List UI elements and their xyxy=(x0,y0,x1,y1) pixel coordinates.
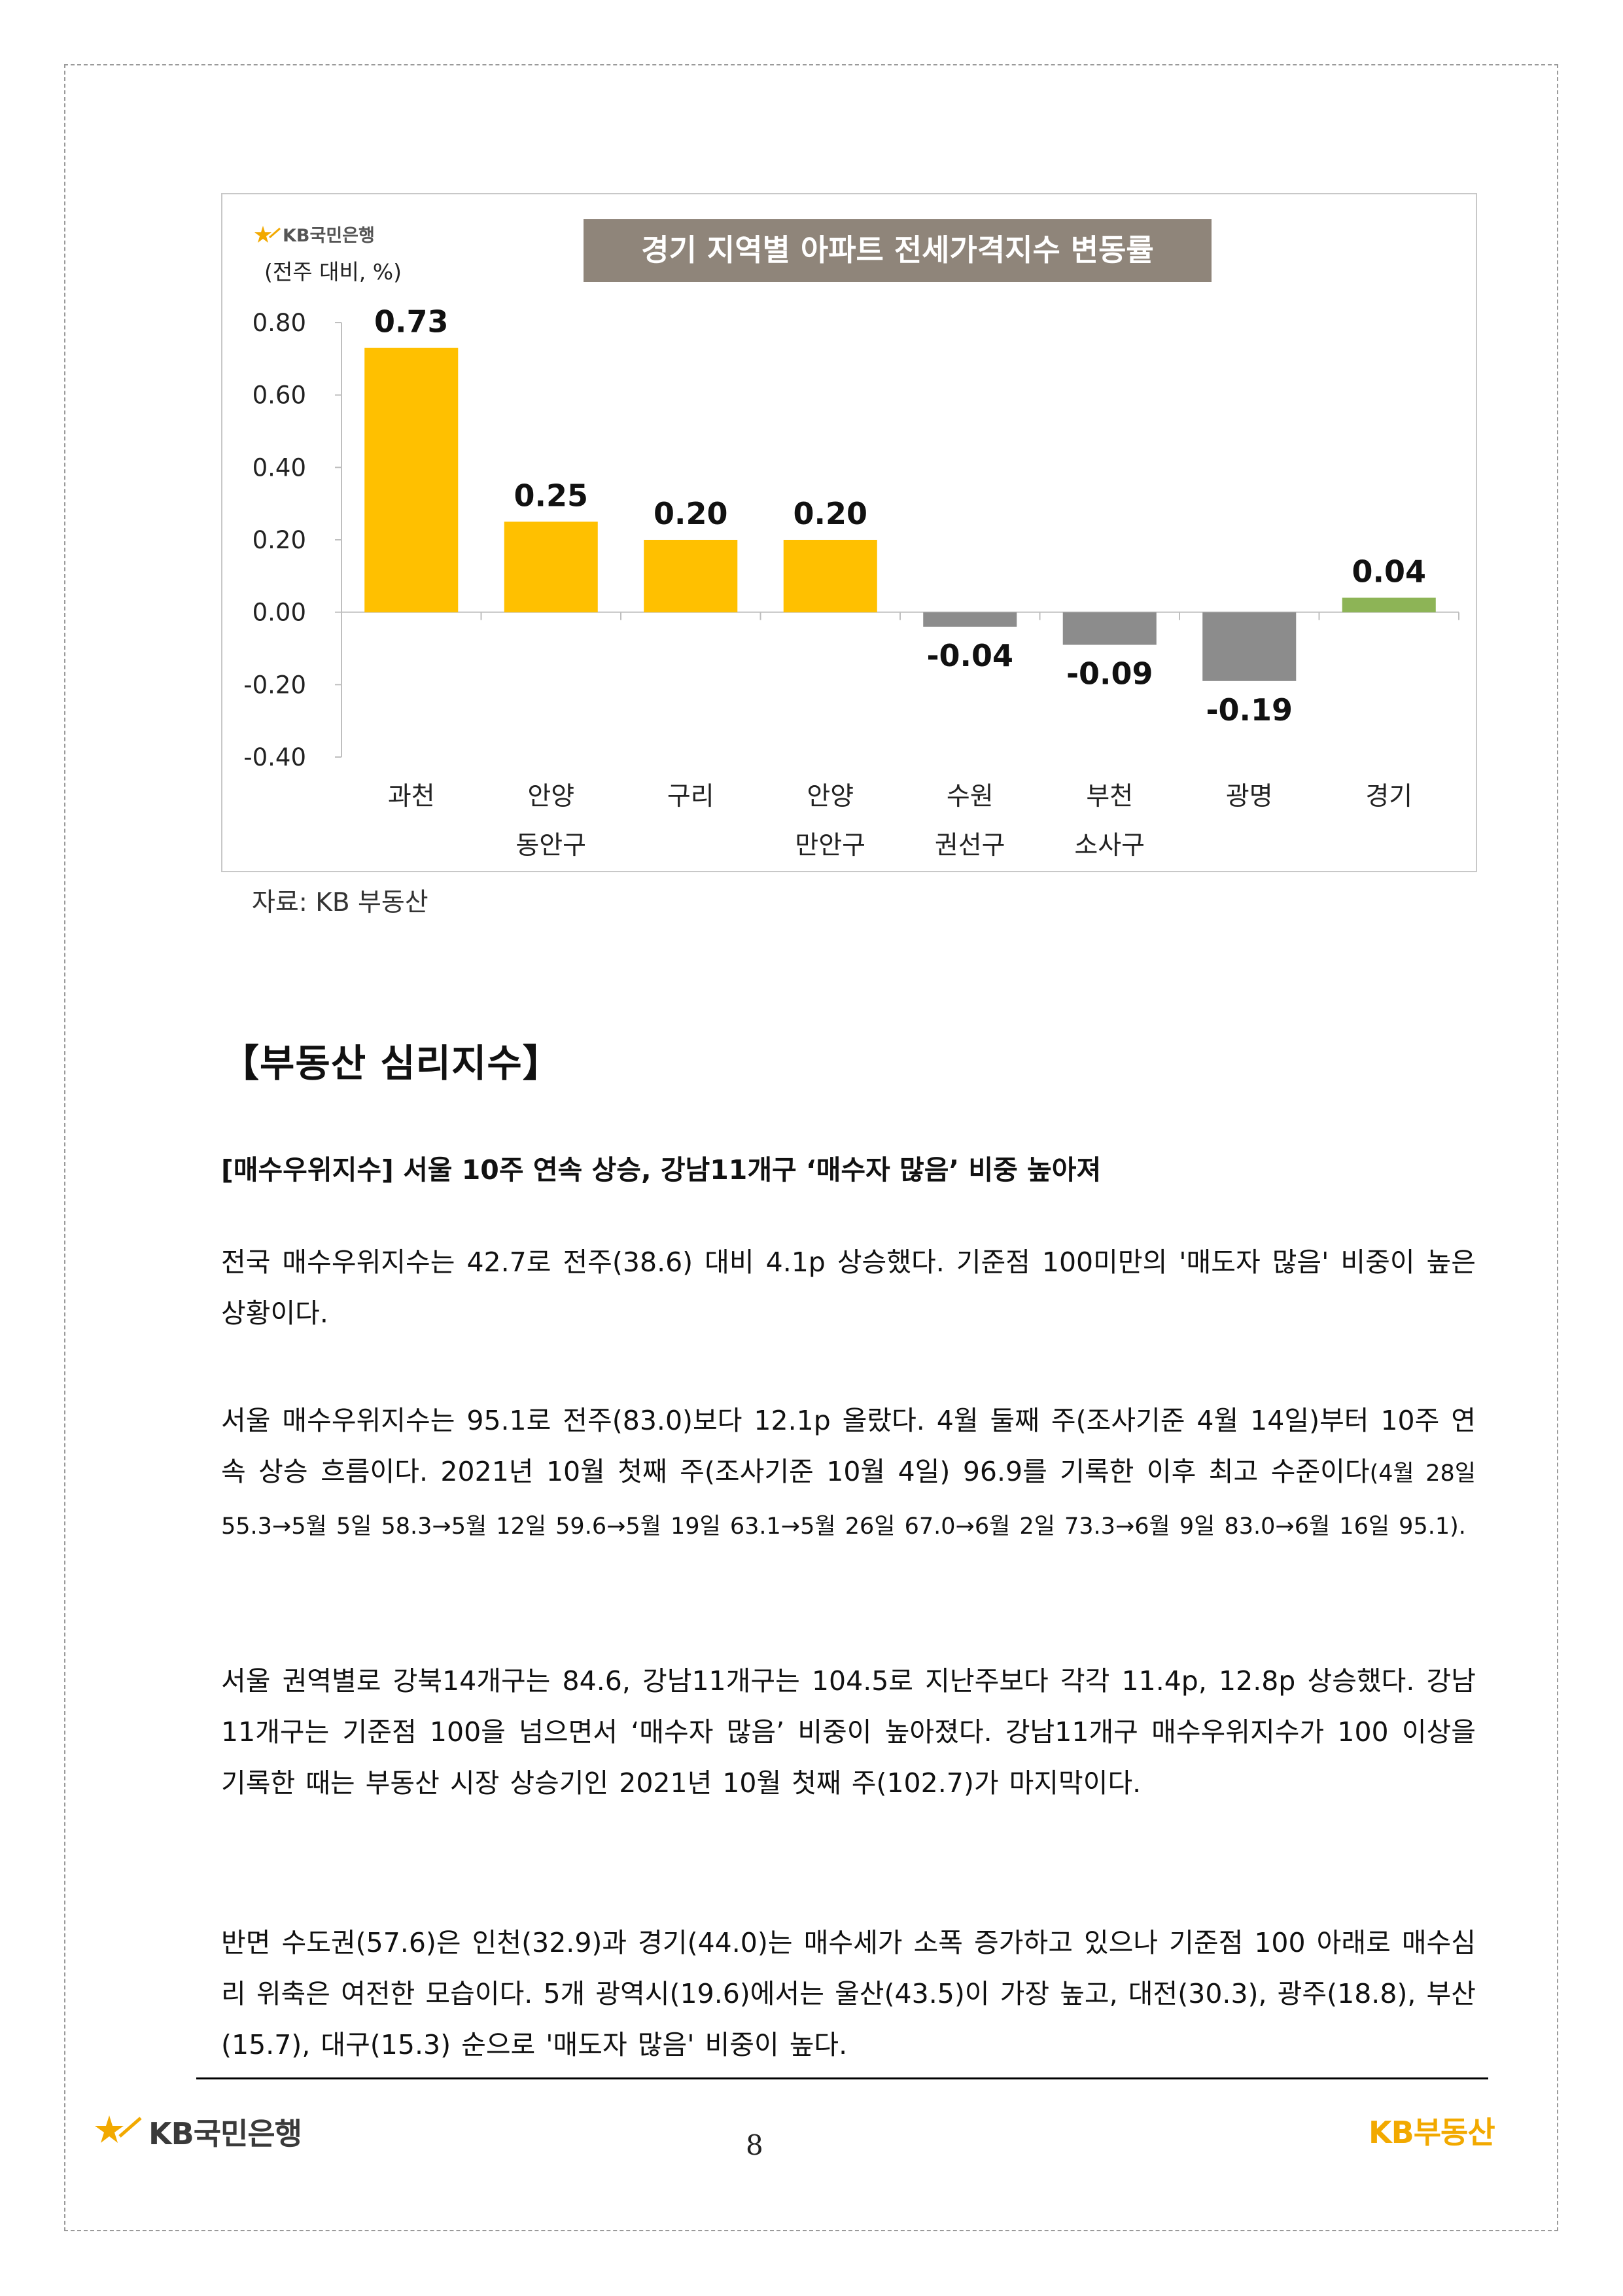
paragraph-seoul-main: 서울 매수우위지수는 95.1로 전주(83.0)보다 12.1p 올랐다. 4… xyxy=(221,1405,1476,1487)
y-tick-label: 0.80 xyxy=(253,309,306,337)
data-label: 0.04 xyxy=(1352,554,1427,590)
kb-star-icon xyxy=(95,2115,142,2143)
x-tick-label-line2: 권선구 xyxy=(935,831,1005,860)
y-tick-label: 0.20 xyxy=(253,526,306,554)
x-tick-label: 안양 xyxy=(807,782,854,811)
bar xyxy=(364,347,459,612)
subheading: [매수우위지수] 서울 10주 연속 상승, 강남11개구 ‘매수자 많음’ 비… xyxy=(221,1154,1102,1186)
x-tick-label-line2: 소사구 xyxy=(1074,831,1145,860)
bar xyxy=(644,540,738,612)
x-tick-label: 부천 xyxy=(1086,782,1133,811)
chart-logo: KB국민은행 xyxy=(254,226,375,246)
chart-logo-text: KB국민은행 xyxy=(283,226,375,246)
paragraph-seoul: 서울 매수우위지수는 95.1로 전주(83.0)보다 12.1p 올랐다. 4… xyxy=(221,1395,1476,1552)
y-tick-label: 0.60 xyxy=(253,381,306,410)
page-border xyxy=(64,64,1558,2231)
x-tick-label: 수원 xyxy=(947,782,994,811)
data-label: -0.04 xyxy=(926,638,1013,673)
bar xyxy=(1342,597,1436,612)
chart-source: 자료: KB 부동산 xyxy=(252,888,428,917)
paragraph-seoul-history: (4월 28일 55.3→5월 5일 58.3→5월 12일 59.6→5월 1… xyxy=(221,1460,1476,1540)
bar-chart: KB국민은행 경기 지역별 아파트 전세가격지수 변동률 (전주 대비, %) … xyxy=(221,193,1477,872)
x-tick-label: 구리 xyxy=(667,782,714,811)
y-tick-label: 0.00 xyxy=(253,599,306,627)
chart-title-box xyxy=(584,219,1212,282)
paragraph-national: 전국 매수우위지수는 42.7로 전주(38.6) 대비 4.1p 상승했다. … xyxy=(221,1246,1476,1329)
footer-left-logo-text: KB국민은행 xyxy=(148,2116,302,2151)
footer-kb-bank-logo: KB국민은행 xyxy=(94,2110,302,2153)
data-label: -0.09 xyxy=(1066,656,1153,691)
data-label: -0.19 xyxy=(1206,692,1293,728)
data-label: 0.20 xyxy=(794,496,868,531)
footer-divider xyxy=(196,2077,1488,2079)
x-tick-label: 광명 xyxy=(1226,782,1273,811)
x-tick-label: 경기 xyxy=(1365,782,1412,811)
chart-title: 경기 지역별 아파트 전세가격지수 변동률 xyxy=(641,232,1154,268)
bar xyxy=(783,540,877,612)
x-tick-label-line2: 동안구 xyxy=(515,831,586,860)
data-label: 0.25 xyxy=(514,478,589,513)
bar xyxy=(1202,612,1297,681)
paragraph-metro: 반면 수도권(57.6)은 인천(32.9)과 경기(44.0)는 매수세가 소… xyxy=(221,1927,1476,2060)
page-number: 8 xyxy=(746,2129,763,2161)
bar xyxy=(923,612,1017,627)
chart-unit-label: (전주 대비, %) xyxy=(264,259,402,285)
y-tick-label: 0.40 xyxy=(253,453,306,482)
x-tick-label-line2: 만안구 xyxy=(795,831,865,860)
x-tick-label: 안양 xyxy=(527,782,574,811)
paragraph-seoul-regions: 서울 권역별로 강북14개구는 84.6, 강남11개구는 104.5로 지난주… xyxy=(221,1665,1476,1799)
bar xyxy=(504,521,598,612)
x-tick-label: 과천 xyxy=(388,782,435,811)
data-label: 0.73 xyxy=(374,304,449,340)
footer-kb-realestate-logo: KB부동산 xyxy=(1369,2115,1495,2150)
data-label: 0.20 xyxy=(654,496,728,531)
y-tick-label: -0.20 xyxy=(243,671,306,699)
bar xyxy=(1062,612,1157,645)
kb-star-icon xyxy=(254,226,281,243)
y-tick-label: -0.40 xyxy=(243,743,306,771)
chart-canvas: KB국민은행 경기 지역별 아파트 전세가격지수 변동률 (전주 대비, %) … xyxy=(243,219,1459,860)
section-title: 【부동산 심리지수】 xyxy=(221,1041,561,1086)
